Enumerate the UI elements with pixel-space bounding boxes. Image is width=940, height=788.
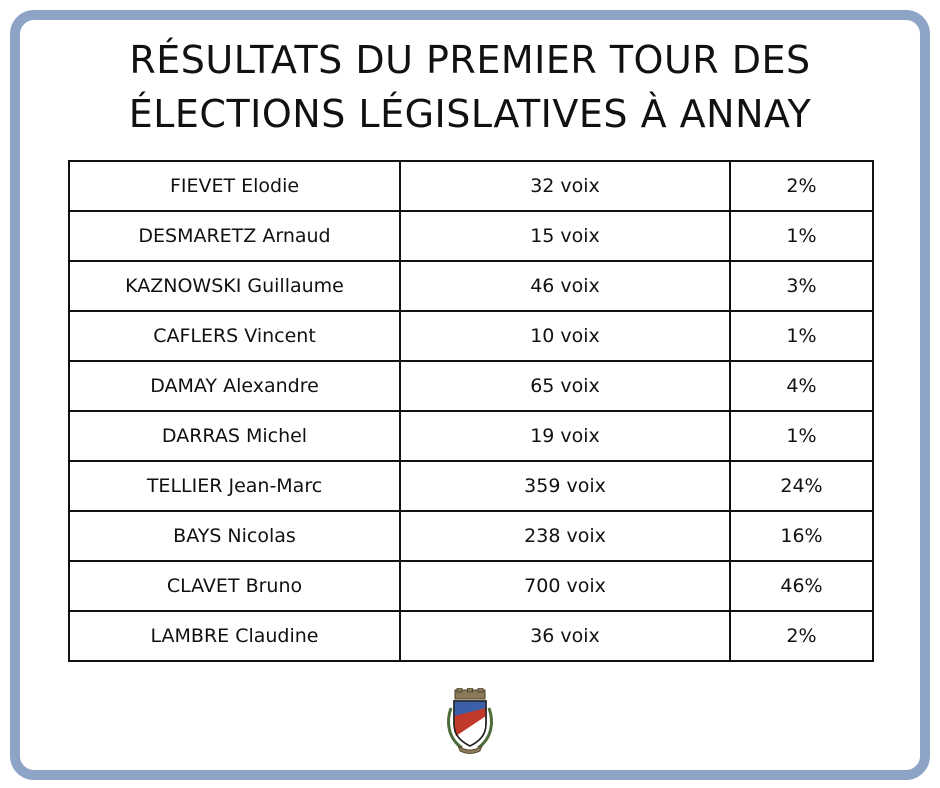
candidate-name-cell: CAFLERS Vincent bbox=[68, 310, 401, 362]
votes-cell: 700 voix bbox=[399, 560, 731, 612]
percent-cell: 3% bbox=[729, 260, 874, 312]
votes-cell: 359 voix bbox=[399, 460, 731, 512]
table-row: BAYS Nicolas 238 voix 16% bbox=[68, 510, 874, 562]
table-row: KAZNOWSKI Guillaume 46 voix 3% bbox=[68, 260, 874, 312]
candidate-name-cell: DESMARETZ Arnaud bbox=[68, 210, 401, 262]
percent-cell: 1% bbox=[729, 410, 874, 462]
votes-cell: 32 voix bbox=[399, 160, 731, 212]
votes-cell: 238 voix bbox=[399, 510, 731, 562]
table-row: LAMBRE Claudine 36 voix 2% bbox=[68, 610, 874, 662]
candidate-name-cell: CLAVET Bruno bbox=[68, 560, 401, 612]
table-row: CAFLERS Vincent 10 voix 1% bbox=[68, 310, 874, 362]
percent-cell: 46% bbox=[729, 560, 874, 612]
percent-cell: 1% bbox=[729, 310, 874, 362]
table-row: TELLIER Jean-Marc 359 voix 24% bbox=[68, 460, 874, 512]
percent-cell: 2% bbox=[729, 610, 874, 662]
candidate-name-cell: BAYS Nicolas bbox=[68, 510, 401, 562]
percent-cell: 2% bbox=[729, 160, 874, 212]
votes-cell: 10 voix bbox=[399, 310, 731, 362]
title-line-1: RÉSULTATS DU PREMIER TOUR DES bbox=[129, 38, 811, 82]
candidate-name-cell: TELLIER Jean-Marc bbox=[68, 460, 401, 512]
percent-cell: 24% bbox=[729, 460, 874, 512]
candidate-name-cell: KAZNOWSKI Guillaume bbox=[68, 260, 401, 312]
candidate-name-cell: DARRAS Michel bbox=[68, 410, 401, 462]
annay-coat-of-arms-icon bbox=[447, 688, 493, 754]
table-row: DAMAY Alexandre 65 voix 4% bbox=[68, 360, 874, 412]
percent-cell: 4% bbox=[729, 360, 874, 412]
votes-cell: 36 voix bbox=[399, 610, 731, 662]
table-row: DARRAS Michel 19 voix 1% bbox=[68, 410, 874, 462]
candidate-name-cell: FIEVET Elodie bbox=[68, 160, 401, 212]
percent-cell: 16% bbox=[729, 510, 874, 562]
results-table: FIEVET Elodie 32 voix 2% DESMARETZ Arnaud 15… bbox=[68, 160, 874, 662]
votes-cell: 19 voix bbox=[399, 410, 731, 462]
percent-cell: 1% bbox=[729, 210, 874, 262]
table-row: DESMARETZ Arnaud 15 voix 1% bbox=[68, 210, 874, 262]
votes-cell: 46 voix bbox=[399, 260, 731, 312]
table-row: CLAVET Bruno 700 voix 46% bbox=[68, 560, 874, 612]
votes-cell: 65 voix bbox=[399, 360, 731, 412]
candidate-name-cell: LAMBRE Claudine bbox=[68, 610, 401, 662]
candidate-name-cell: DAMAY Alexandre bbox=[68, 360, 401, 412]
page-title: RÉSULTATS DU PREMIER TOUR DES ÉLECTIONS … bbox=[0, 33, 940, 141]
title-line-2: ÉLECTIONS LÉGISLATIVES À ANNAY bbox=[128, 92, 812, 136]
votes-cell: 15 voix bbox=[399, 210, 731, 262]
table-row: FIEVET Elodie 32 voix 2% bbox=[68, 160, 874, 212]
